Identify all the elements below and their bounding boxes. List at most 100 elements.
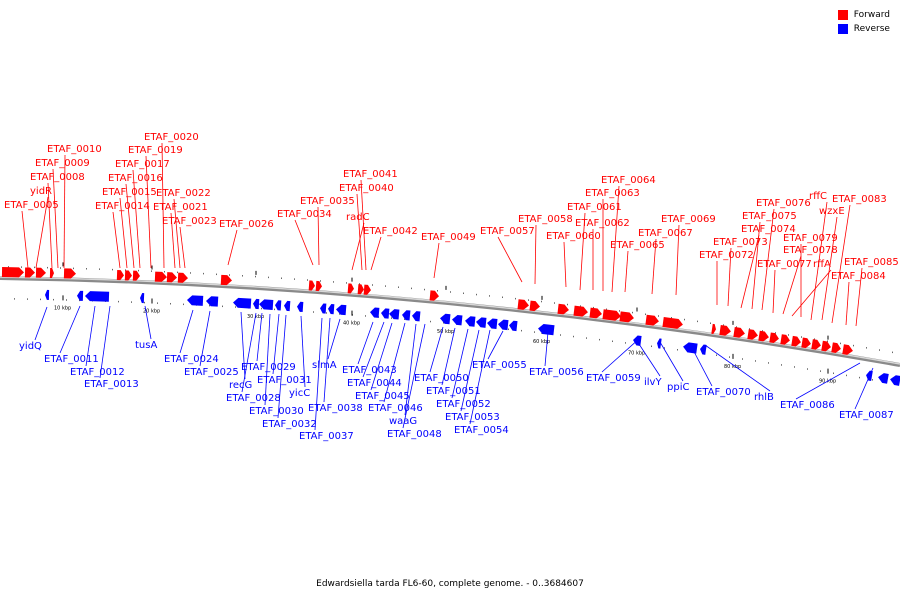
scale-dot-lower (573, 335, 574, 338)
scale-dot-lower (651, 345, 652, 348)
gene-forward-arrow (645, 314, 659, 326)
reverse-label-leader (370, 322, 393, 391)
reverse-gene-label: ETAF_0070 (696, 387, 751, 398)
scale-dot-upper (528, 299, 529, 301)
gene-forward-arrow (177, 272, 188, 283)
scale-dot-upper (684, 318, 685, 321)
gene-forward-arrow (821, 340, 831, 352)
gene-forward-arrow (662, 316, 683, 329)
scale-dot-lower (118, 300, 119, 303)
forward-label-leader (810, 201, 828, 321)
reverse-label-leader (357, 321, 374, 365)
forward-gene-label: ETAF_0034 (277, 209, 332, 220)
reverse-label-leader (544, 331, 549, 367)
scale-dot-lower (599, 338, 600, 341)
reverse-label-leader (327, 318, 341, 360)
scale-dot-upper (853, 344, 854, 347)
forward-gene-label: ETAF_0042 (363, 226, 418, 237)
gene-reverse-arrow (476, 317, 487, 328)
scale-dot-upper (788, 334, 789, 336)
gene-reverse-arrow (206, 296, 219, 307)
forward-gene-label: ETAF_0026 (219, 219, 274, 230)
gene-forward-arrow (124, 270, 132, 281)
scale-dot-lower (781, 364, 782, 366)
forward-gene-label: ETAF_0084 (831, 271, 886, 282)
gene-reverse-arrow (320, 303, 327, 314)
scale-dot-upper (593, 306, 594, 309)
gene-forward-arrow (758, 330, 769, 342)
forward-gene-label: ETAF_0040 (339, 183, 394, 194)
forward-label-leader (317, 206, 320, 266)
forward-label-leader (170, 212, 176, 269)
forward-gene-label: ETAF_0079 (783, 233, 838, 244)
forward-label-leader (651, 238, 657, 295)
legend-reverse-label: Reverse (853, 24, 890, 34)
scale-dot-upper (242, 275, 243, 277)
scale-dot-lower (404, 318, 405, 320)
gene-reverse-arrow (85, 291, 110, 302)
scale-dot-lower (339, 313, 340, 315)
gene-forward-arrow (747, 329, 758, 340)
gene-forward-arrow (63, 268, 76, 279)
forward-gene-label: ETAF_0067 (638, 228, 693, 239)
reverse-gene-label: ETAF_0044 (347, 378, 402, 389)
scale-dot-lower (521, 329, 522, 332)
forward-label-leader (821, 216, 838, 321)
forward-swatch (837, 10, 848, 20)
gene-forward-arrow (308, 280, 315, 291)
forward-label-leader (497, 236, 523, 283)
gene-reverse-arrow (878, 373, 889, 384)
forward-label-leader (52, 168, 59, 269)
gene-forward-arrow (24, 267, 35, 278)
forward-gene-label: radC (346, 212, 370, 223)
scale-dot-lower (131, 301, 132, 303)
forward-label-leader (845, 281, 850, 326)
gene-forward-arrow (49, 268, 54, 279)
scale-dot-upper (216, 273, 217, 276)
reverse-label-leader (689, 343, 713, 387)
genome-caption: Edwardsiella tarda FL6-60, complete geno… (316, 579, 584, 589)
scale-dot-upper (411, 287, 412, 290)
forward-gene-label: ETAF_0075 (742, 211, 797, 222)
forward-label-leader (534, 224, 537, 285)
scale-dot-lower (53, 298, 54, 301)
gene-forward-arrow (711, 323, 716, 335)
forward-label-leader (370, 236, 382, 271)
reverse-label-leader (300, 315, 306, 388)
gene-forward-arrow (842, 344, 853, 355)
scale-dot-upper (112, 268, 113, 271)
scale-dot-upper (398, 286, 399, 288)
reverse-gene-label: ETAF_0045 (355, 391, 410, 402)
forward-label-leader (125, 183, 135, 269)
scale-dot-upper (567, 303, 568, 306)
reverse-label-leader (451, 328, 469, 399)
forward-label-leader (132, 169, 141, 269)
gene-forward-arrow (589, 307, 602, 319)
gene-reverse-arrow (465, 316, 476, 327)
scale-dot-lower (235, 306, 236, 308)
scale-dot-upper (359, 283, 360, 285)
reverse-label-leader (601, 337, 641, 373)
reverse-gene-label: ETAF_0048 (387, 429, 442, 440)
reverse-gene-label: ETAF_0025 (184, 367, 239, 378)
scale-dot-lower (313, 311, 314, 313)
scale-dot-upper (151, 270, 152, 272)
forward-gene-label: ETAF_0085 (844, 257, 899, 268)
scale-dot-upper (723, 324, 724, 326)
reverse-gene-label: yicC (289, 388, 310, 399)
reverse-label-leader (264, 313, 271, 406)
gene-reverse-arrow (233, 297, 252, 309)
scale-dot-lower (716, 354, 717, 356)
reverse-label-leader (636, 340, 661, 377)
reverse-label-leader (402, 323, 426, 429)
scale-dot-upper (502, 296, 503, 299)
legend-forward-label: Forward (853, 10, 890, 20)
scale-dot-upper (775, 332, 776, 334)
reverse-gene-label: rhlB (754, 392, 774, 403)
reverse-gene-label: ETAF_0024 (164, 354, 219, 365)
forward-gene-label: ETAF_0021 (153, 202, 208, 213)
scale-dot-lower (157, 302, 158, 304)
scale-dot-upper (658, 315, 659, 317)
reverse-label-leader (383, 322, 406, 403)
